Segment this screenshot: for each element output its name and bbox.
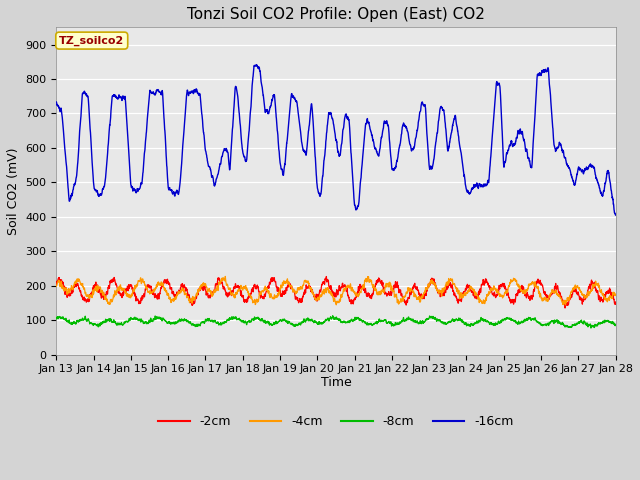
Title: Tonzi Soil CO2 Profile: Open (East) CO2: Tonzi Soil CO2 Profile: Open (East) CO2: [187, 7, 485, 22]
X-axis label: Time: Time: [321, 376, 351, 389]
Legend: -2cm, -4cm, -8cm, -16cm: -2cm, -4cm, -8cm, -16cm: [154, 410, 518, 433]
Text: TZ_soilco2: TZ_soilco2: [59, 36, 124, 46]
Y-axis label: Soil CO2 (mV): Soil CO2 (mV): [7, 147, 20, 235]
